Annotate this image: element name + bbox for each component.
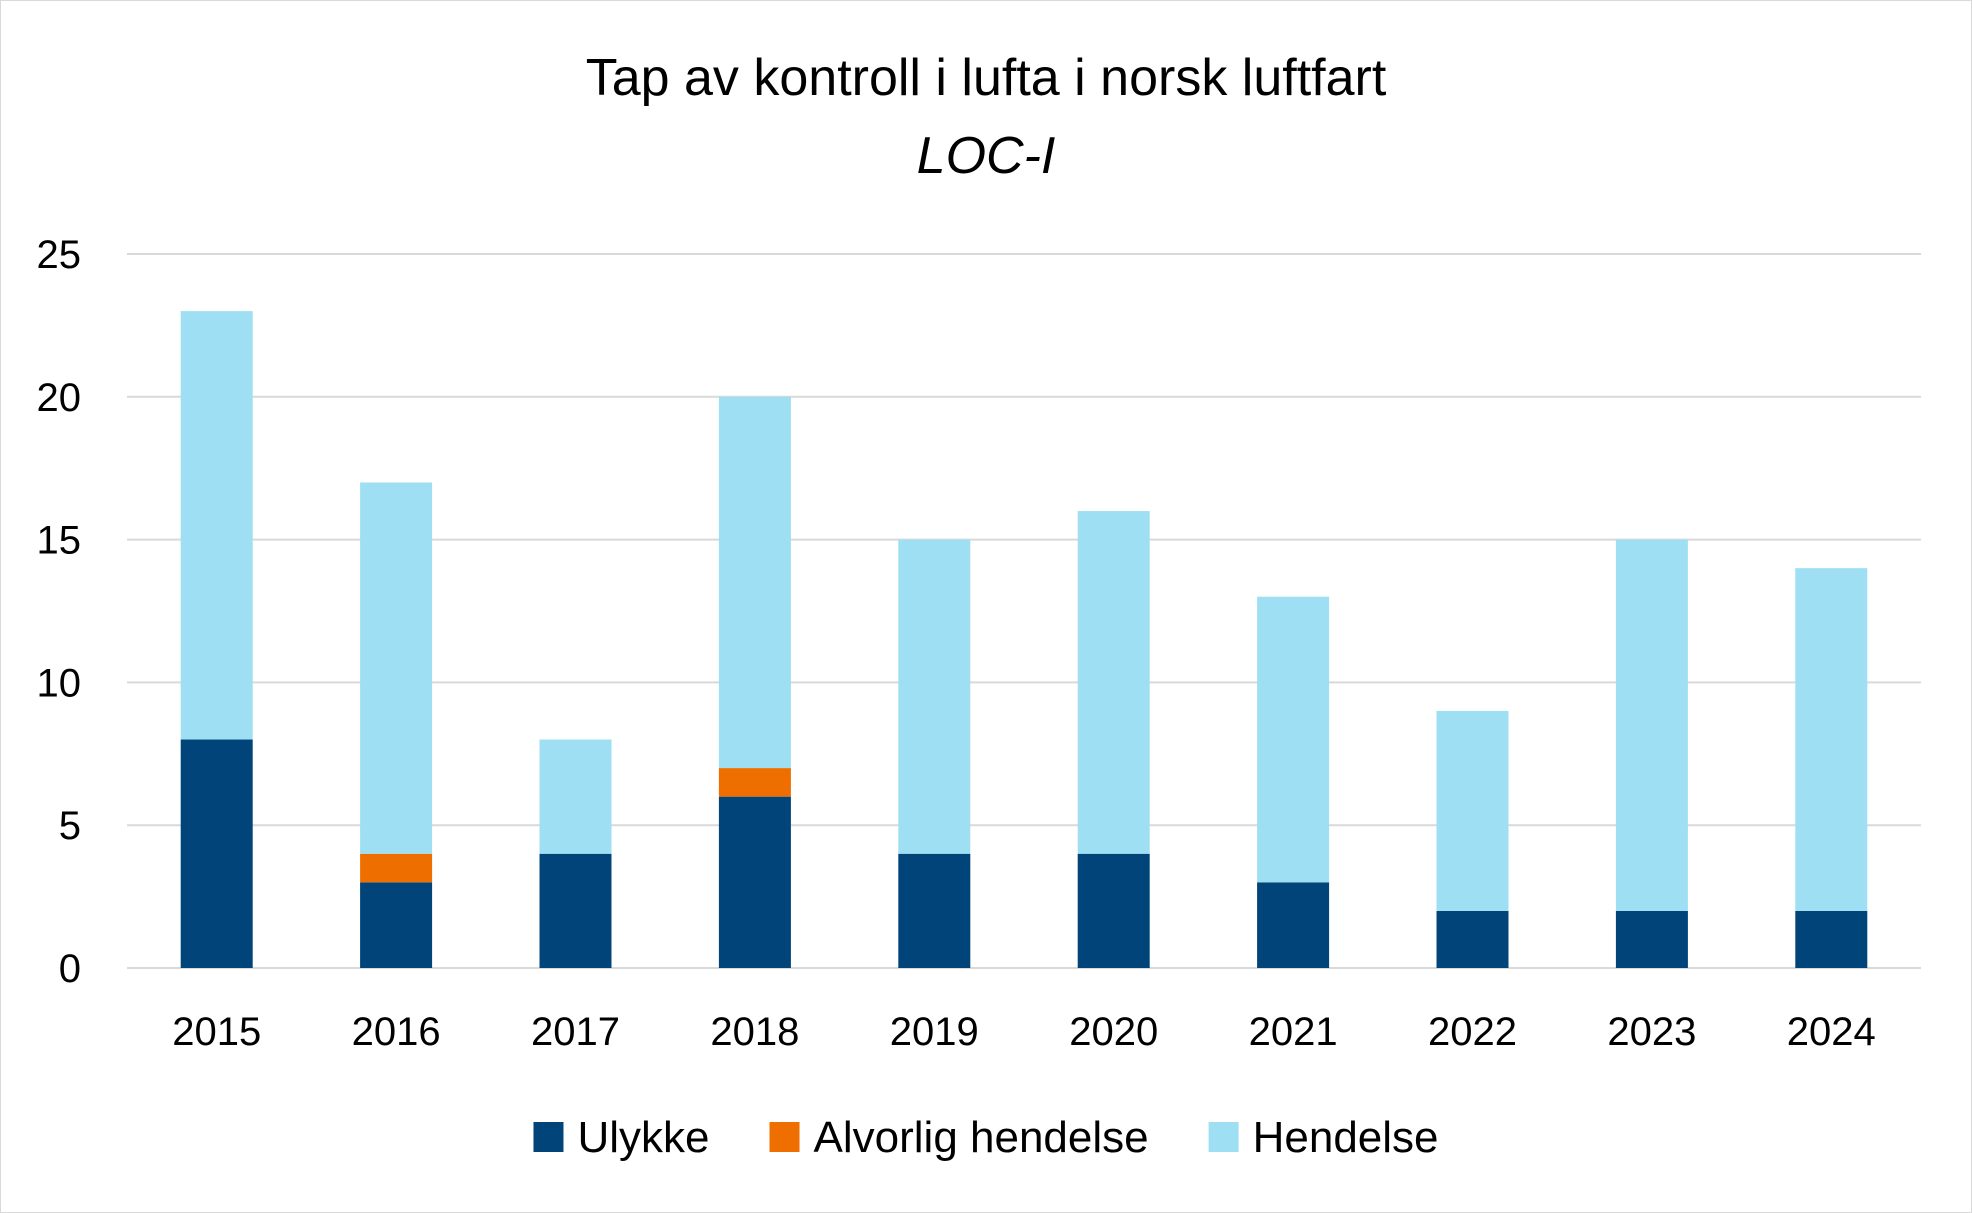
x-tick-label-2021: 2021 bbox=[1249, 1010, 1338, 1054]
bars bbox=[180, 311, 1868, 968]
legend-swatch-0 bbox=[533, 1122, 564, 1152]
x-axis-tick-labels: 2015 2016 2017 2018 2019 2020 2021 2022 2023 2024 bbox=[172, 1010, 1876, 1054]
bar-2016-series-2 bbox=[360, 482, 433, 854]
x-tick-label-2024: 2024 bbox=[1787, 1010, 1876, 1054]
bar-2019-series-0 bbox=[898, 853, 971, 968]
legend-swatch-2 bbox=[1208, 1122, 1239, 1152]
bar-2024-series-0 bbox=[1795, 910, 1868, 968]
bar-2018-series-2 bbox=[718, 396, 791, 769]
bar-2016-series-0 bbox=[360, 882, 433, 968]
bar-2022-series-2 bbox=[1436, 710, 1509, 911]
bar-2020-series-2 bbox=[1077, 511, 1150, 854]
y-tick-label-10: 10 bbox=[37, 661, 82, 705]
y-axis-tick-labels: 0 5 10 15 20 25 bbox=[37, 233, 82, 991]
legend-label-1: Alvorlig hendelse bbox=[814, 1113, 1149, 1162]
y-tick-label-5: 5 bbox=[59, 804, 81, 848]
legend-label-0: Ulykke bbox=[577, 1113, 709, 1162]
bar-2019-series-2 bbox=[898, 539, 971, 854]
chart-title: Tap av kontroll i lufta i norsk luftfart bbox=[586, 49, 1387, 107]
bar-2020-series-0 bbox=[1077, 853, 1150, 968]
x-tick-label-2015: 2015 bbox=[172, 1010, 261, 1054]
bar-2015-series-0 bbox=[180, 739, 253, 968]
bar-2021-series-0 bbox=[1257, 882, 1330, 968]
y-tick-label-20: 20 bbox=[37, 376, 82, 420]
bar-2023-series-0 bbox=[1615, 910, 1688, 968]
y-tick-label-15: 15 bbox=[37, 519, 82, 563]
bar-2017-series-0 bbox=[539, 853, 612, 968]
x-tick-label-2020: 2020 bbox=[1069, 1010, 1158, 1054]
bar-2018-series-1 bbox=[718, 768, 791, 797]
bar-2022-series-0 bbox=[1436, 910, 1509, 968]
x-tick-label-2017: 2017 bbox=[531, 1010, 620, 1054]
y-tick-label-0: 0 bbox=[59, 947, 81, 991]
legend: Ulykke Alvorlig hendelse Hendelse bbox=[533, 1113, 1439, 1162]
bar-2021-series-2 bbox=[1257, 596, 1330, 883]
x-tick-label-2016: 2016 bbox=[352, 1010, 441, 1054]
x-tick-label-2023: 2023 bbox=[1607, 1010, 1696, 1054]
x-tick-label-2018: 2018 bbox=[710, 1010, 799, 1054]
bar-2016-series-1 bbox=[360, 853, 433, 883]
chart-subtitle: LOC-I bbox=[917, 127, 1056, 185]
bar-2015-series-2 bbox=[180, 311, 253, 740]
y-tick-label-25: 25 bbox=[37, 233, 82, 277]
x-tick-label-2022: 2022 bbox=[1428, 1010, 1517, 1054]
bar-2024-series-2 bbox=[1795, 568, 1868, 911]
bar-2017-series-2 bbox=[539, 739, 612, 854]
bar-2023-series-2 bbox=[1615, 539, 1688, 911]
bar-2018-series-0 bbox=[718, 796, 791, 968]
legend-label-2: Hendelse bbox=[1253, 1113, 1439, 1162]
legend-swatch-1 bbox=[769, 1122, 800, 1152]
x-tick-label-2019: 2019 bbox=[890, 1010, 979, 1054]
